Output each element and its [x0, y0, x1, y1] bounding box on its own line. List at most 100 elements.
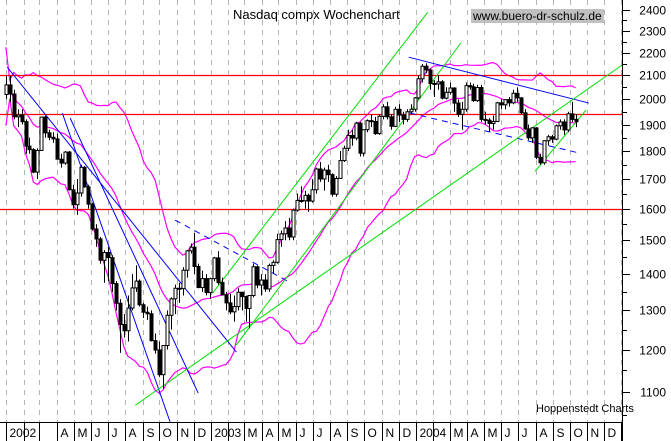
candle-up	[413, 97, 418, 110]
candle-down	[141, 304, 146, 313]
x-tick-label: D	[403, 426, 412, 440]
y-tick-label: 2300	[639, 25, 666, 39]
candle-up	[322, 169, 327, 180]
x-tick-label: D	[198, 426, 207, 440]
candle-up	[354, 122, 359, 139]
candle-up	[566, 113, 571, 131]
candle-down	[224, 294, 229, 304]
candle-down	[55, 138, 60, 160]
x-tick-label: S	[351, 426, 359, 440]
source-label: Hoppenstedt Charts	[536, 403, 634, 415]
candle-down	[43, 116, 48, 134]
candle-down	[196, 265, 201, 289]
candle-up	[102, 252, 107, 261]
candle-up	[161, 344, 166, 376]
candle-down	[157, 349, 162, 376]
candle-down	[98, 238, 103, 261]
candle-down	[432, 82, 437, 85]
candle-down	[177, 287, 182, 290]
candle-down	[385, 106, 390, 118]
candle-down	[570, 113, 575, 120]
x-tick-label: O	[574, 426, 583, 440]
candle-up	[173, 287, 178, 300]
candle-down	[523, 112, 528, 130]
candle-down	[487, 119, 492, 124]
candle-down	[145, 311, 150, 315]
candle-down	[507, 99, 512, 104]
candle-down	[468, 85, 473, 88]
candle-up	[75, 192, 80, 206]
candle-up	[185, 250, 190, 271]
y-tick-label: 1700	[639, 173, 666, 187]
candle-up	[247, 295, 252, 309]
candle-up	[546, 136, 551, 142]
candle-up	[208, 278, 213, 294]
candle-down	[534, 127, 539, 158]
candle-down	[12, 93, 17, 118]
x-tick-label: J	[112, 426, 118, 440]
candle-down	[47, 132, 52, 138]
x-tick-label: J	[522, 426, 528, 440]
candle-up	[420, 65, 425, 80]
y-tick-label: 1500	[639, 234, 666, 248]
candle-up	[126, 307, 131, 332]
candle-down	[526, 128, 531, 139]
candle-up	[314, 168, 319, 191]
candle-down	[153, 340, 158, 351]
candle-down	[228, 302, 233, 313]
trend-line-blue	[61, 112, 171, 423]
candle-down	[299, 199, 304, 202]
x-tick-label: M	[282, 426, 292, 440]
candle-down	[483, 118, 488, 121]
candle-up	[448, 87, 453, 93]
x-tick-label: O	[163, 426, 172, 440]
x-tick-label: N	[181, 426, 190, 440]
candle-up	[334, 177, 339, 195]
candle-up	[275, 239, 280, 263]
candle-down	[452, 87, 457, 104]
candle-up	[39, 116, 44, 151]
candle-up	[342, 147, 347, 162]
candle-up	[460, 108, 465, 115]
y-tick-label: 2400	[639, 4, 666, 18]
candle-up	[267, 264, 272, 290]
candle-down	[137, 280, 142, 306]
candle-down	[471, 86, 476, 102]
x-tick-label: S	[557, 426, 565, 440]
candle-up	[279, 233, 284, 241]
candle-down	[71, 189, 76, 206]
trend-line-blue	[6, 66, 237, 353]
candle-up	[130, 287, 135, 309]
candle-down	[94, 228, 99, 240]
candle-up	[310, 189, 315, 202]
y-tick-label: 1200	[639, 344, 666, 358]
candle-up	[165, 314, 170, 346]
candle-down	[220, 282, 225, 296]
candle-down	[389, 116, 394, 127]
candle-up	[554, 125, 559, 140]
x-tick-label: N	[591, 426, 600, 440]
candle-down	[424, 65, 429, 71]
candle-up	[377, 115, 382, 135]
candle-down	[122, 323, 127, 332]
candle-down	[538, 156, 543, 164]
candle-down	[51, 136, 56, 140]
candle-up	[251, 266, 256, 297]
candle-down	[456, 102, 461, 115]
candle-up	[495, 102, 500, 122]
trend-line-green	[135, 64, 623, 406]
candle-down	[118, 302, 123, 325]
candle-down	[24, 121, 29, 147]
y-tick-label: 2100	[639, 69, 666, 83]
x-tick-label: M	[454, 426, 464, 440]
candle-down	[306, 194, 311, 202]
candle-down	[263, 279, 268, 290]
candle-down	[255, 266, 260, 286]
candle-up	[236, 291, 241, 308]
candle-up	[365, 120, 370, 131]
candle-down	[479, 87, 484, 120]
x-tick-label: O	[368, 426, 377, 440]
candle-down	[287, 227, 292, 238]
candle-down	[192, 246, 197, 267]
